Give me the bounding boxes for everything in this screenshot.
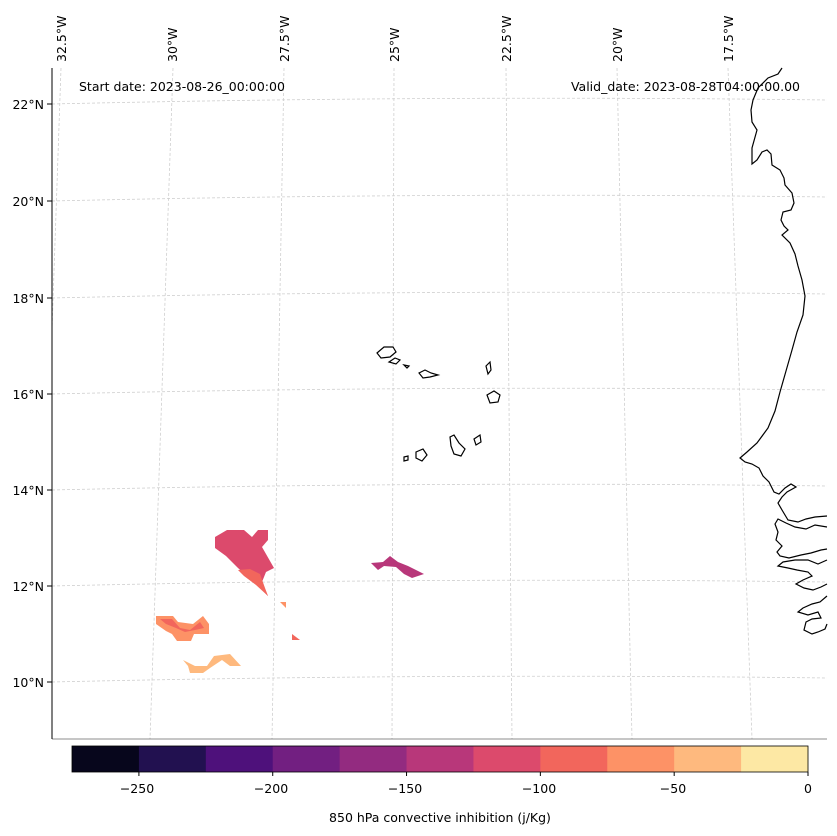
lon-label-22-5w: 22.5°W: [499, 16, 514, 62]
island-fogo: [415, 448, 428, 462]
colorbar-tick-label-m250: −250: [120, 781, 154, 796]
island-boa-vista: [486, 390, 501, 404]
coastline-gambia-guinea: [774, 518, 828, 635]
gridline-20w: [616, 67, 633, 740]
lat-label-12n: 12°N: [12, 579, 44, 594]
gridline-25w: [391, 67, 395, 740]
africa-coastline: [739, 67, 828, 635]
lon-label-30w: 30°W: [165, 27, 180, 62]
cin-contours: [156, 530, 424, 673]
colorbar-segments: [72, 746, 809, 772]
lat-label-16n: 16°N: [12, 387, 44, 402]
colorbar-tick-label-m50: −50: [660, 781, 686, 796]
cin-patch-small-b: [292, 634, 300, 640]
longitude-gridlines: [51, 67, 753, 740]
lat-label-10n: 10°N: [12, 675, 44, 690]
latitude-gridlines: [51, 97, 828, 683]
island-santo-antao: [376, 346, 397, 359]
lat-label-20n: 20°N: [12, 194, 44, 209]
colorbar-tick-label-m200: −200: [254, 781, 288, 796]
colorbar-segment: [406, 746, 474, 772]
lat-label-22n: 22°N: [12, 97, 44, 112]
start-date-label: Start date: 2023-08-26_00:00:00: [79, 79, 285, 94]
colorbar-segment: [205, 746, 274, 772]
colorbar-segment: [339, 746, 408, 772]
colorbar-segment: [272, 746, 341, 772]
colorbar-segment: [674, 746, 742, 772]
gridline-10n: [51, 675, 828, 683]
lon-label-20w: 20°W: [610, 27, 625, 62]
lon-label-32-5w: 32.5°W: [54, 16, 69, 62]
lon-label-17-5w: 17.5°W: [721, 16, 736, 62]
gridline-20n: [51, 194, 828, 202]
gridline-32-5w: [51, 67, 62, 331]
latitude-labels: 22°N 20°N 18°N 16°N 14°N 12°N 10°N: [12, 97, 44, 690]
map-background: [52, 68, 827, 739]
gridline-22n: [51, 97, 828, 105]
gridline-17-5w: [727, 67, 753, 740]
island-maio: [473, 433, 482, 446]
gridline-30w: [149, 67, 174, 740]
coastline-mauritania-senegal: [739, 67, 828, 523]
cin-patch-south-west-inner: [160, 619, 204, 632]
valid-date-label: Valid_date: 2023-08-28T04:00:00.00: [571, 79, 800, 94]
map-border: [51, 68, 827, 740]
colorbar-segment: [540, 746, 608, 772]
longitude-labels: 32.5°W 30°W 27.5°W 25°W 22.5°W 20°W 17.5…: [54, 16, 736, 62]
lon-label-25w: 25°W: [387, 27, 402, 62]
colorbar-segment: [607, 746, 675, 772]
cape-verde-islands: [376, 346, 501, 462]
island-santa-luzia: [402, 364, 411, 369]
island-sao-vicente: [387, 357, 402, 365]
lat-label-18n: 18°N: [12, 291, 44, 306]
colorbar-ticks: [138, 772, 809, 776]
latitude-ticks: [47, 103, 52, 683]
colorbar-label: 850 hPa convective inhibition (j/Kg): [329, 810, 551, 825]
island-sao-nicolau: [418, 369, 441, 379]
island-santiago: [449, 434, 466, 457]
gridline-16n: [51, 387, 828, 395]
lon-label-27-5w: 27.5°W: [277, 16, 292, 62]
cin-patch-north-west-inner: [238, 569, 268, 596]
colorbar-segment: [473, 746, 541, 772]
colorbar-tick-label-m150: −150: [388, 781, 422, 796]
gridline-18n: [51, 291, 828, 299]
gridline-22-5w: [505, 67, 513, 740]
colorbar-tick-label-m100: −100: [522, 781, 556, 796]
colorbar: −250 −200 −150 −100 −50 0 850 hPa convec…: [71, 745, 812, 825]
island-brava: [403, 455, 409, 462]
colorbar-tick-label-0: 0: [804, 781, 812, 796]
colorbar-segment: [138, 746, 207, 772]
gridline-12n: [51, 579, 828, 587]
gridline-14n: [51, 483, 828, 491]
gridline-27-5w: [271, 67, 285, 740]
colorbar-outline: [71, 745, 809, 773]
colorbar-segment: [741, 746, 809, 772]
cin-patch-small-a: [280, 602, 286, 608]
lat-label-14n: 14°N: [12, 483, 44, 498]
cin-patch-south: [183, 654, 241, 673]
island-sal: [485, 360, 492, 376]
colorbar-segment: [72, 746, 140, 772]
cin-patch-central: [371, 556, 424, 578]
